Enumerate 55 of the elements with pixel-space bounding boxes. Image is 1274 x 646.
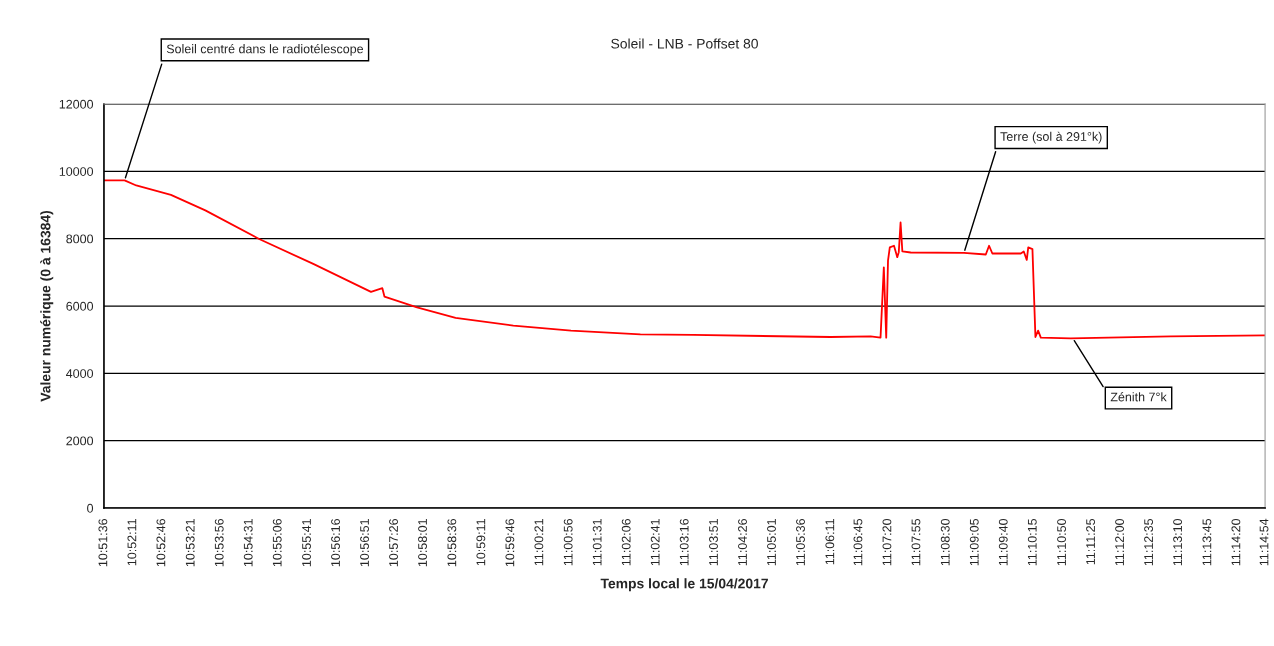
x-tick-label: 10:55:41 (302, 519, 311, 567)
x-tick-label: 11:13:10 (1173, 518, 1183, 566)
x-tick-label: 10:53:21 (185, 519, 195, 567)
x-tick-label: 11:00:56 (563, 518, 573, 566)
y-tick-label: 12000 (59, 99, 94, 109)
x-tick-label: 11:03:16 (679, 518, 689, 566)
y-tick-label: 10000 (59, 167, 94, 176)
x-tick-label: 10:56:51 (360, 519, 369, 567)
x-tick-label: 11:02:06 (621, 518, 631, 566)
x-tick-label: 10:52:46 (156, 518, 166, 567)
x-tick-label: 11:06:11 (825, 519, 835, 565)
x-tick-label: 11:10:15 (1027, 518, 1037, 566)
x-tick-label: 11:07:55 (911, 518, 921, 566)
x-tick-label: 10:59:11 (476, 519, 486, 566)
chart-title: Soleil - LNB - Poffset 80 (611, 38, 758, 49)
x-tick-label: 11:14:20 (1231, 518, 1241, 566)
x-tick-label: 11:12:00 (1115, 518, 1125, 566)
y-tick-label: 4000 (66, 369, 94, 378)
annotation: Zénith 7°k (1110, 392, 1167, 402)
x-tick-label: 11:03:51 (709, 519, 718, 566)
y-axis-title: Valeur numérique (0 à 16384) (40, 210, 54, 402)
x-tick-label: 10:51:36 (98, 518, 108, 567)
x-tick-label: 11:10:50 (1057, 518, 1066, 566)
x-tick-label: 10:56:16 (331, 518, 340, 567)
x-axis-title: Temps local le 15/04/2017 (600, 578, 768, 592)
x-tick-label: 10:58:36 (447, 518, 457, 567)
annotation: Soleil centré dans le radiotélescope (166, 43, 364, 56)
x-tick-label: 10:53:56 (214, 518, 224, 567)
x-tick-label: 10:55:06 (272, 518, 282, 567)
annotation: Terre (sol à 291°k) (1000, 131, 1102, 144)
x-tick-label: 11:05:01 (767, 519, 776, 566)
x-tick-label: 11:11:25 (1086, 518, 1095, 565)
x-tick-label: 11:13:45 (1202, 518, 1212, 566)
x-tick-label: 11:14:54 (1259, 518, 1269, 566)
line-series (103, 179, 1266, 340)
x-tick-label: 11:09:40 (998, 518, 1008, 566)
x-tick-label: 10:54:31 (243, 519, 253, 567)
x-tick-label: 11:12:35 (1144, 518, 1154, 566)
x-tick-label: 11:00:21 (534, 519, 544, 566)
y-tick-label: 2000 (66, 436, 94, 446)
x-tick-label: 11:02:41 (650, 519, 660, 566)
x-tick-label: 11:06:45 (853, 518, 863, 566)
x-tick-label: 11:09:05 (969, 518, 979, 566)
y-tick-label: 8000 (66, 234, 94, 244)
x-tick-label: 11:07:20 (882, 518, 892, 566)
x-tick-label: 11:04:26 (738, 518, 747, 566)
y-tick-label: 0 (87, 503, 94, 513)
x-tick-label: 11:05:36 (796, 518, 805, 566)
y-tick-label: 6000 (66, 301, 94, 311)
x-tick-label: 10:59:46 (505, 518, 515, 567)
x-tick-label: 11:08:30 (940, 518, 950, 566)
x-tick-label: 10:52:11 (127, 519, 137, 566)
x-tick-label: 10:58:01 (418, 519, 427, 567)
x-tick-label: 11:01:31 (592, 519, 602, 566)
x-tick-label: 10:57:26 (389, 518, 398, 567)
